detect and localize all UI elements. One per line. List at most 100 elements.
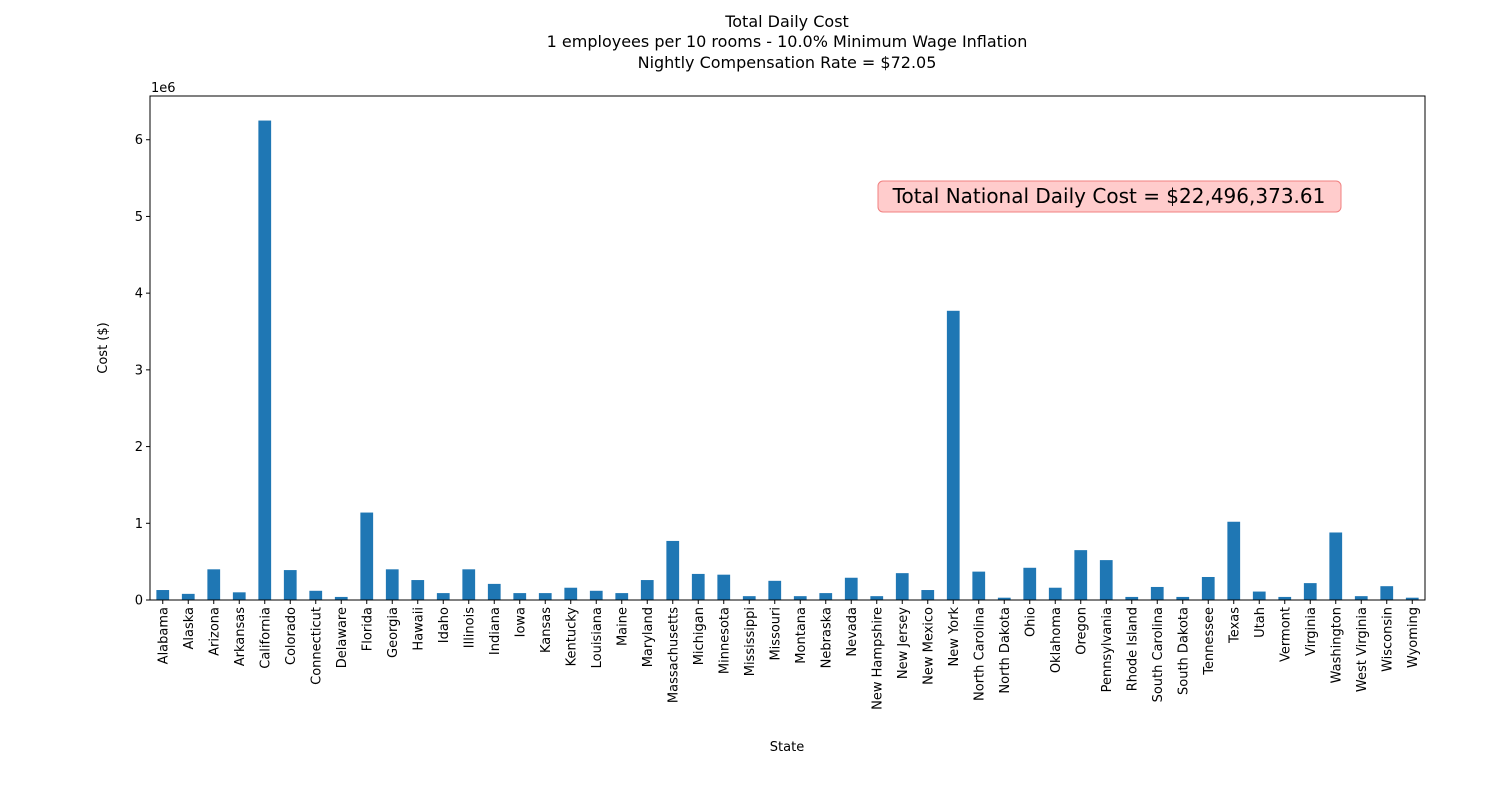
annotation-text: Total National Daily Cost = $22,496,373.…: [892, 184, 1326, 208]
bar: [513, 593, 527, 600]
bar: [156, 590, 170, 600]
bar: [411, 580, 425, 600]
x-tick-label: South Dakota: [1176, 607, 1191, 695]
bar: [487, 583, 501, 600]
x-tick-label: Florida: [360, 607, 375, 651]
bar: [972, 571, 986, 600]
bar: [691, 573, 705, 600]
bar: [462, 569, 476, 600]
x-tick-label: Missouri: [768, 607, 783, 661]
bar: [1150, 586, 1164, 600]
y-axis-label: Cost ($): [96, 322, 111, 373]
x-tick-label: Arizona: [207, 607, 222, 656]
x-tick-label: Washington: [1329, 607, 1344, 683]
y-tick-label: 4: [135, 287, 143, 302]
bar: [334, 596, 348, 600]
x-tick-label: Nebraska: [819, 607, 834, 668]
x-tick-label: Illinois: [462, 607, 477, 648]
bar: [385, 569, 399, 600]
x-tick-label: Mississippi: [743, 607, 758, 676]
bar: [742, 596, 756, 600]
bar: [181, 593, 195, 600]
x-tick-label: Hawaii: [411, 607, 426, 651]
y-offset-label: 1e6: [151, 81, 176, 96]
bar: [1023, 567, 1037, 600]
bar: [768, 580, 782, 600]
bar: [1074, 550, 1088, 600]
bars-group: [156, 120, 1419, 601]
chart-title-line-2: 1 employees per 10 rooms - 10.0% Minimum…: [547, 32, 1028, 51]
bar: [640, 580, 654, 600]
bar: [666, 540, 680, 600]
x-tick-label: New Mexico: [921, 607, 936, 685]
bar: [258, 120, 272, 601]
x-tick-label: South Carolina: [1151, 607, 1166, 702]
bar: [870, 596, 884, 600]
y-tick-label: 6: [135, 133, 143, 148]
x-tick-label: Alaska: [182, 607, 197, 650]
x-tick-label: Texas: [1227, 607, 1242, 644]
x-tick-label: Alabama: [156, 607, 171, 664]
x-tick-label: Maine: [615, 607, 630, 646]
x-tick-label: Utah: [1253, 607, 1268, 638]
bar: [819, 593, 833, 600]
bar: [921, 590, 935, 600]
x-tick-label: Vermont: [1278, 607, 1293, 662]
bar: [946, 310, 960, 600]
bar: [1048, 587, 1062, 600]
x-tick-label: Wyoming: [1406, 607, 1421, 668]
bar: [436, 593, 450, 600]
x-tick-label: Minnesota: [717, 607, 732, 674]
annotation-box: [877, 180, 1342, 213]
x-tick-label: North Carolina: [972, 607, 987, 701]
y-tick-label: 3: [135, 363, 143, 378]
x-tick-label: Montana: [794, 607, 809, 664]
x-tick-label: Connecticut: [309, 607, 324, 685]
x-tick-label: West Virginia: [1355, 607, 1370, 692]
bar: [1201, 576, 1215, 600]
bar: [895, 573, 909, 600]
plot-area-frame: [149, 95, 1426, 601]
x-tick-label: Wisconsin: [1380, 607, 1395, 672]
x-tick-label: Kentucky: [564, 607, 579, 667]
y-tick-label: 1: [135, 517, 143, 532]
x-tick-label: Georgia: [386, 607, 401, 658]
bar: [844, 577, 858, 600]
bar: [360, 512, 374, 600]
bar: [207, 569, 221, 600]
bar: [564, 587, 578, 600]
bar: [615, 593, 629, 600]
y-tick-label: 5: [135, 210, 143, 225]
y-tick-label: 0: [135, 594, 143, 609]
chart-title-line-1: Total Daily Cost: [724, 12, 849, 31]
x-ticks-group: Alabama Alaska Arizona Arkansas California Co…: [156, 600, 1421, 710]
x-tick-label: Tennessee: [1202, 607, 1217, 676]
bar: [1303, 583, 1317, 600]
bar: [1227, 521, 1241, 600]
x-tick-label: Massachusetts: [666, 607, 681, 703]
x-tick-label: Rhode Island: [1125, 607, 1140, 691]
x-tick-label: Oregon: [1074, 607, 1089, 655]
bar: [1354, 596, 1368, 600]
bar: [1252, 591, 1266, 600]
bar: [1405, 597, 1419, 600]
bar: [1099, 560, 1113, 600]
bar: [717, 574, 731, 600]
x-axis-label: State: [770, 740, 804, 755]
x-tick-label: North Dakota: [998, 607, 1013, 694]
x-tick-label: Louisiana: [590, 607, 605, 668]
bar: [283, 570, 297, 600]
bar: [1176, 596, 1190, 600]
bar: [232, 592, 246, 600]
x-tick-label: Iowa: [513, 607, 528, 637]
bar: [1278, 596, 1292, 600]
x-tick-label: Kansas: [539, 607, 554, 653]
x-tick-label: New Jersey: [896, 607, 911, 679]
x-tick-label: Delaware: [335, 607, 350, 668]
x-tick-label: Indiana: [488, 607, 503, 655]
bar: [589, 590, 603, 600]
bar: [538, 593, 552, 600]
bar: [1380, 586, 1394, 600]
x-tick-label: New York: [947, 607, 962, 667]
